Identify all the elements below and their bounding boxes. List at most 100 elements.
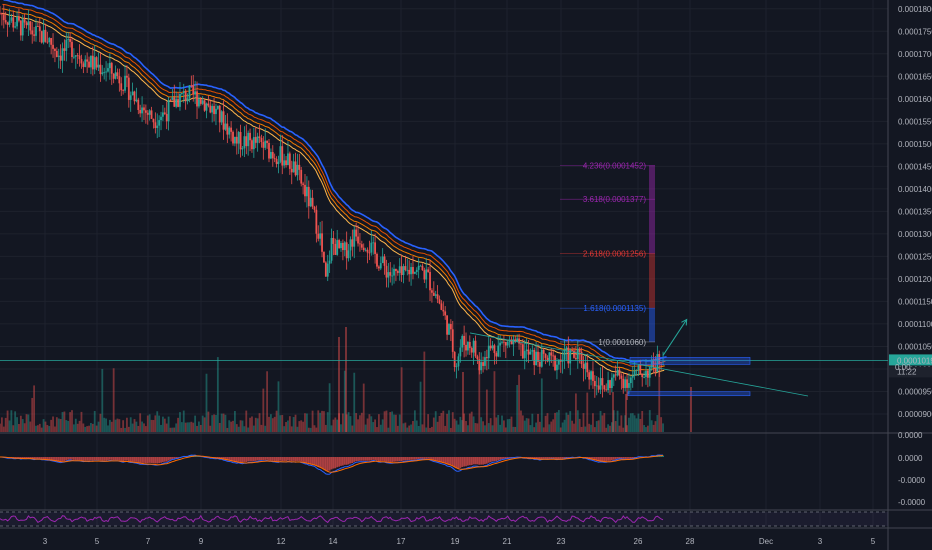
macd-histogram-bar: [99, 457, 102, 461]
macd-histogram-bar: [527, 457, 530, 459]
macd-histogram-bar: [287, 457, 289, 461]
candle-body: [495, 353, 498, 357]
candle-body: [614, 374, 617, 376]
macd-histogram-bar: [610, 457, 613, 461]
volume-bar: [40, 427, 43, 432]
candle-body: [565, 347, 568, 351]
volume-bar: [4, 417, 7, 432]
candles[interactable]: [0, 4, 664, 400]
volume-bar: [290, 426, 293, 432]
candle-body: [554, 355, 556, 371]
volume-bar: [162, 416, 164, 432]
macd-histogram-bar: [107, 457, 109, 461]
candle-body: [74, 55, 77, 57]
candle-body: [105, 71, 107, 73]
fibonacci-extension[interactable]: 4.236(0.0001452) 3.618(0.0001377) 2.618(0.…: [560, 161, 655, 347]
candle-body: [529, 351, 532, 355]
volume-bar: [593, 427, 596, 432]
annotations[interactable]: [0, 318, 888, 397]
candle-body: [146, 112, 149, 115]
macd-histogram-bar: [48, 457, 51, 460]
macd-histogram-bar: [485, 457, 488, 464]
candle-body: [408, 269, 411, 275]
macd-histogram-bar: [226, 457, 229, 461]
macd-histogram-bar: [323, 457, 325, 470]
candle-body: [368, 252, 371, 254]
volume-bar: [249, 417, 251, 432]
volume-bar: [292, 417, 295, 432]
macd-histogram-bar: [328, 457, 331, 471]
macd-histogram-bar: [357, 457, 359, 462]
candle-body: [156, 125, 159, 129]
candle-body: [82, 63, 85, 67]
volume-bar: [180, 422, 183, 432]
macd-histogram-bar: [345, 457, 348, 465]
volume-bar: [527, 418, 530, 432]
macd-histogram-bar: [154, 457, 157, 464]
volume-bar: [133, 419, 136, 432]
macd-histogram-bar: [400, 457, 403, 462]
volume-bar: [590, 424, 592, 432]
candle-body: [326, 263, 329, 277]
candle-body: [232, 131, 234, 144]
macd-histogram-bar: [288, 457, 291, 461]
macd-histogram-bar: [563, 457, 566, 459]
candle-body: [438, 299, 441, 304]
macd-histogram-bar: [359, 457, 361, 461]
candle-body: [18, 16, 20, 21]
macd-histogram-bar: [167, 457, 170, 461]
candle-body: [334, 243, 337, 255]
volume-bar: [518, 374, 520, 432]
macd-histogram-bar: [336, 457, 339, 468]
macd-histogram-bar: [387, 457, 390, 462]
volume-bar: [110, 421, 113, 432]
volume-bar: [165, 423, 168, 432]
candle-body: [110, 62, 113, 74]
volume-bar: [300, 420, 303, 432]
volume-bar: [625, 394, 627, 432]
candle-body: [207, 103, 210, 106]
volume-bar: [438, 415, 441, 432]
macd-histogram-bar: [114, 457, 117, 461]
candle-body: [315, 209, 318, 234]
macd-histogram-bar: [264, 457, 267, 460]
macd-histogram-bar: [467, 457, 469, 466]
candle-body: [239, 132, 242, 150]
macd-histogram-bar: [309, 457, 312, 464]
macd-histogram-bar: [298, 457, 301, 461]
volume-bar: [279, 415, 282, 432]
macd-histogram-bar: [434, 457, 437, 461]
volume-bar: [516, 385, 519, 432]
candle-body: [387, 272, 390, 278]
macd-histogram-bar: [535, 457, 538, 459]
volume-bar: [504, 427, 507, 432]
candle-body: [343, 242, 346, 251]
price-tick-label: 0.0001150: [898, 297, 932, 306]
candle-body: [165, 113, 168, 122]
volume-bar: [304, 413, 306, 432]
candle-body: [86, 59, 89, 62]
macd-histogram-bar: [241, 457, 244, 463]
volume-bar: [93, 410, 96, 432]
volume-bar: [107, 425, 109, 432]
candle-body: [93, 57, 96, 70]
macd-histogram-bar: [408, 457, 411, 461]
volume-bar: [29, 421, 32, 432]
volume-bar: [377, 414, 380, 432]
volume-bar: [137, 425, 140, 432]
candle-body: [304, 184, 306, 197]
volume-bar: [576, 410, 579, 432]
volume-bar: [21, 419, 24, 432]
candle-body: [10, 17, 13, 21]
macd-histogram-bar: [552, 457, 555, 459]
time-tick-label: 12: [277, 537, 286, 546]
macd-histogram-bar: [108, 457, 111, 460]
moving-average-line: [3, 0, 667, 363]
volume-bar: [120, 427, 123, 432]
candle-body: [209, 105, 212, 113]
volume-bar: [643, 425, 645, 432]
macd-histogram-bar: [396, 457, 399, 462]
